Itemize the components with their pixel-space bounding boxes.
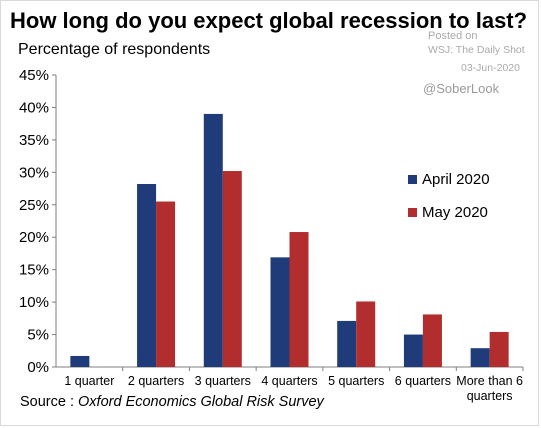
y-tick-label: 20% bbox=[19, 229, 49, 246]
legend-label: April 2020 bbox=[422, 171, 490, 188]
y-tick-label: 45% bbox=[19, 67, 49, 84]
bar-may bbox=[289, 232, 309, 367]
source-prefix: Source : bbox=[20, 394, 74, 410]
bar-april bbox=[270, 257, 290, 367]
bar-april bbox=[70, 355, 90, 367]
bar-may bbox=[422, 314, 442, 367]
y-tick-label: 35% bbox=[19, 132, 49, 149]
bar-may bbox=[222, 171, 242, 367]
x-category-label: More than 6 bbox=[456, 374, 523, 388]
chart-subtitle: Percentage of respondents bbox=[18, 41, 211, 58]
bar-april bbox=[203, 113, 223, 367]
legend-swatch bbox=[408, 208, 417, 217]
x-category-label: quarters bbox=[467, 389, 513, 403]
bar-april bbox=[403, 334, 423, 367]
watermark-date: 03-Jun-2020 bbox=[461, 62, 520, 74]
x-category-label: 1 quarter bbox=[64, 374, 114, 388]
bar-april bbox=[337, 320, 357, 367]
x-category-label: 3 quarters bbox=[195, 374, 251, 388]
y-tick-label: 10% bbox=[19, 294, 49, 311]
source-note: Source : Oxford Economics Global Risk Su… bbox=[20, 394, 324, 410]
source-name: Oxford Economics Global Risk Survey bbox=[78, 394, 324, 410]
bar-may bbox=[156, 201, 176, 367]
legend-label: May 2020 bbox=[422, 204, 488, 221]
x-category-label: 4 quarters bbox=[261, 374, 317, 388]
watermark-source: WSJ: The Daily Shot bbox=[428, 44, 525, 56]
watermark-posted-on: Posted on bbox=[428, 30, 478, 42]
y-tick-label: 15% bbox=[19, 262, 49, 279]
x-category-label: 6 quarters bbox=[395, 374, 451, 388]
y-tick-label: 0% bbox=[27, 359, 49, 376]
bar-may bbox=[489, 331, 509, 367]
x-category-label: 2 quarters bbox=[128, 374, 184, 388]
watermark-handle: @SoberLook bbox=[423, 81, 500, 96]
legend-swatch bbox=[408, 175, 417, 184]
bar-may bbox=[356, 301, 376, 367]
y-tick-label: 40% bbox=[19, 99, 49, 116]
bar-april bbox=[470, 348, 490, 367]
bar-april bbox=[137, 184, 157, 367]
y-tick-label: 5% bbox=[27, 327, 49, 344]
y-tick-label: 25% bbox=[19, 197, 49, 214]
x-category-label: 5 quarters bbox=[328, 374, 384, 388]
y-tick-label: 30% bbox=[19, 164, 49, 181]
chart-title: How long do you expect global recession … bbox=[10, 8, 528, 33]
